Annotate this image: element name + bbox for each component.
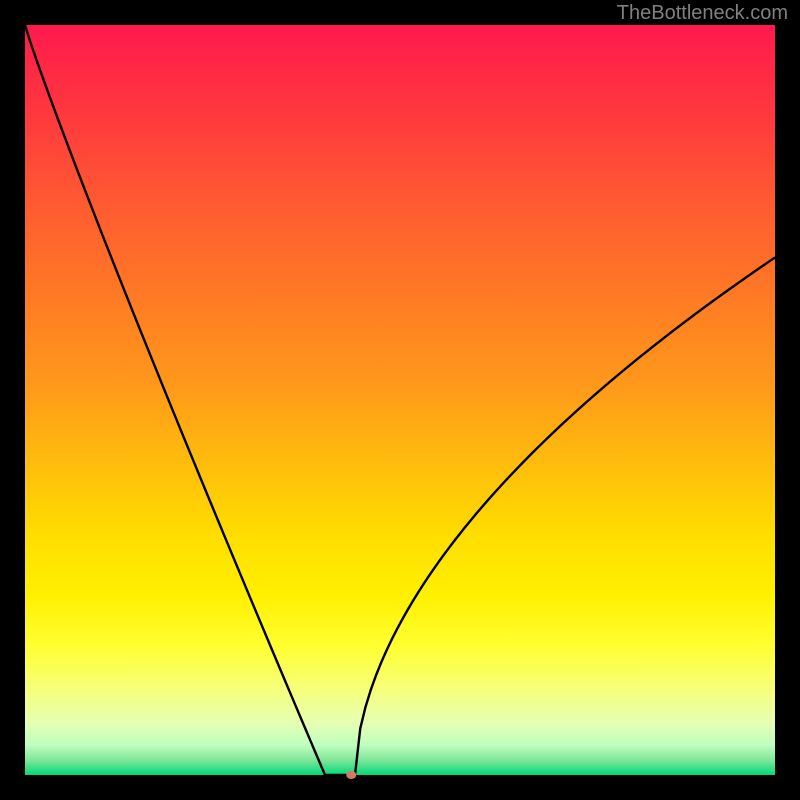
minimum-marker — [346, 771, 356, 779]
watermark-text: TheBottleneck.com — [617, 2, 788, 25]
figure-container: TheBottleneck.com — [0, 0, 800, 800]
bottleneck-chart — [0, 0, 800, 800]
plot-background — [25, 25, 775, 775]
